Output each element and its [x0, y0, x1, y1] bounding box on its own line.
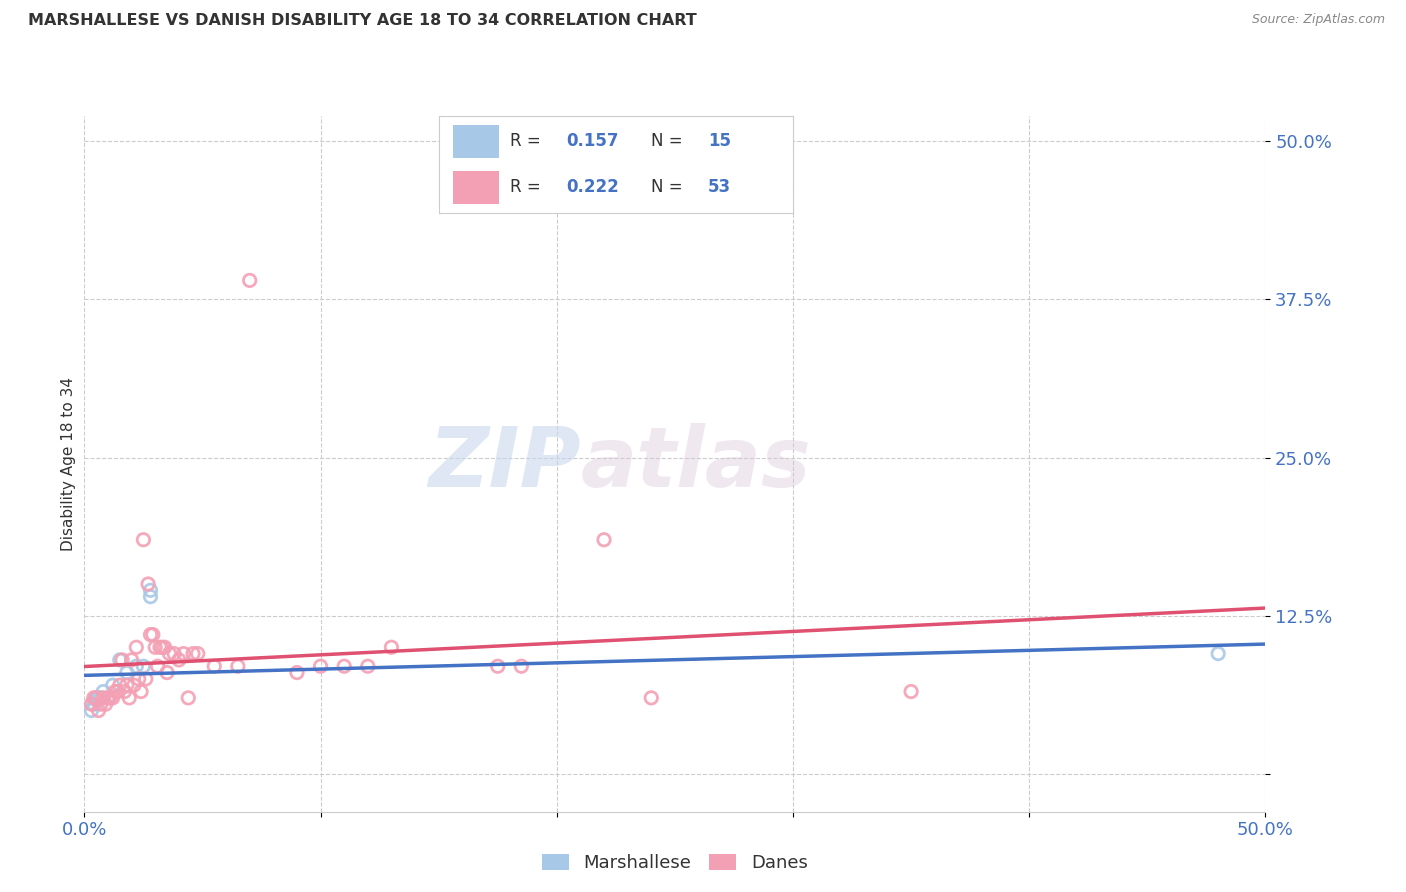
Point	[107, 684, 129, 698]
Point	[149, 640, 172, 655]
Point	[157, 647, 180, 661]
Point	[83, 697, 105, 711]
Point	[98, 690, 121, 705]
Point	[90, 697, 112, 711]
Point	[177, 690, 200, 705]
Point	[187, 647, 209, 661]
Point	[129, 684, 152, 698]
Point	[309, 659, 332, 673]
Point	[202, 659, 225, 673]
Point	[167, 653, 190, 667]
Point	[163, 647, 186, 661]
Y-axis label: Disability Age 18 to 34: Disability Age 18 to 34	[60, 376, 76, 551]
Text: MARSHALLESE VS DANISH DISABILITY AGE 18 TO 34 CORRELATION CHART: MARSHALLESE VS DANISH DISABILITY AGE 18 …	[28, 13, 697, 29]
Point	[128, 672, 150, 686]
Point	[333, 659, 356, 673]
Point	[510, 659, 533, 673]
Text: Source: ZipAtlas.com: Source: ZipAtlas.com	[1251, 13, 1385, 27]
Point	[173, 647, 195, 661]
Point	[108, 678, 131, 692]
Point	[87, 690, 110, 705]
Point	[156, 665, 179, 680]
Text: 0.222: 0.222	[567, 178, 619, 196]
Point	[486, 659, 509, 673]
Point	[97, 690, 120, 705]
Point	[285, 665, 308, 680]
Point	[122, 678, 145, 692]
Point	[101, 690, 124, 705]
Point	[136, 577, 159, 591]
Point	[380, 640, 402, 655]
Point	[135, 672, 157, 686]
Point	[139, 627, 162, 641]
Text: 0.157: 0.157	[567, 132, 619, 150]
Point	[114, 684, 136, 698]
Point	[150, 640, 173, 655]
Point	[108, 653, 131, 667]
Text: R =: R =	[509, 178, 540, 196]
Point	[97, 690, 120, 705]
Point	[111, 653, 134, 667]
Bar	[453, 170, 499, 203]
Text: R =: R =	[509, 132, 540, 150]
Legend: Marshallese, Danes: Marshallese, Danes	[534, 847, 815, 880]
Text: N =: N =	[651, 178, 683, 196]
Point	[115, 678, 138, 692]
Point	[139, 590, 162, 604]
Point	[146, 659, 169, 673]
Point	[125, 659, 148, 673]
Bar	[453, 125, 499, 158]
Point	[118, 690, 141, 705]
Point	[142, 627, 165, 641]
Point	[139, 583, 162, 598]
Point	[132, 533, 155, 547]
Point	[125, 640, 148, 655]
Text: N =: N =	[651, 132, 683, 150]
Point	[90, 690, 112, 705]
Point	[94, 697, 117, 711]
Point	[84, 690, 107, 705]
Point	[593, 533, 616, 547]
Point	[87, 704, 110, 718]
Point	[143, 640, 166, 655]
Point	[104, 684, 127, 698]
Text: atlas: atlas	[581, 424, 811, 504]
Text: ZIP: ZIP	[427, 424, 581, 504]
Point	[239, 273, 262, 287]
Point	[115, 665, 138, 680]
Point	[1206, 647, 1229, 661]
Point	[83, 690, 105, 705]
Point	[84, 690, 107, 705]
Point	[181, 647, 204, 661]
Point	[132, 659, 155, 673]
Text: 15: 15	[709, 132, 731, 150]
Point	[121, 653, 143, 667]
Point	[80, 697, 103, 711]
Point	[640, 690, 662, 705]
Point	[357, 659, 380, 673]
Point	[91, 690, 114, 705]
Point	[153, 640, 176, 655]
Point	[101, 678, 124, 692]
Point	[91, 684, 114, 698]
Point	[80, 704, 103, 718]
Text: 53: 53	[709, 178, 731, 196]
Point	[226, 659, 249, 673]
Point	[900, 684, 922, 698]
